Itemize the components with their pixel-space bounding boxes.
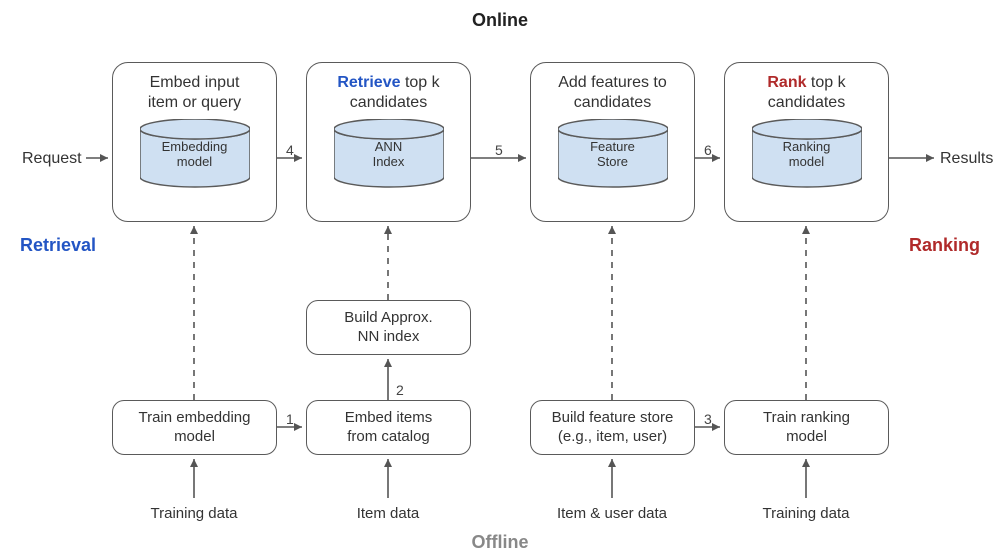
cylinder-label: ANNIndex <box>334 139 444 169</box>
cylinder-label: FeatureStore <box>558 139 668 169</box>
data-label-d3: Item & user data <box>532 505 692 522</box>
cylinder-icon: Embeddingmodel <box>140 119 250 187</box>
edge-num-1: 1 <box>286 411 294 427</box>
cylinder-icon: ANNIndex <box>334 119 444 187</box>
request-label: Request <box>22 150 82 168</box>
data-label-d4: Training data <box>726 505 886 522</box>
online-box-add-features: Add features tocandidates FeatureStore <box>530 62 695 222</box>
online-box-embed-input: Embed inputitem or query Embeddingmodel <box>112 62 277 222</box>
edge-num-2: 2 <box>396 382 404 398</box>
cylinder-icon: FeatureStore <box>558 119 668 187</box>
online-label: Online <box>0 10 1000 31</box>
box-title: Retrieve top kcandidates <box>337 73 439 113</box>
cylinder-icon: Rankingmodel <box>752 119 862 187</box>
online-box-retrieve: Retrieve top kcandidates ANNIndex <box>306 62 471 222</box>
box-title: Embed inputitem or query <box>148 73 241 113</box>
box-title: Rank top kcandidates <box>767 73 845 113</box>
cylinder-label: Rankingmodel <box>752 139 862 169</box>
retrieval-label: Retrieval <box>20 235 96 256</box>
edge-num-5: 5 <box>495 142 503 158</box>
diagram-canvas: 4 5 6 1 2 3 Online Offline Retrieval Ranking Reque… <box>0 0 1000 559</box>
data-label-d2: Item data <box>308 505 468 522</box>
edge-num-6: 6 <box>704 142 712 158</box>
offline-box-embed-items: Embed itemsfrom catalog <box>306 400 471 455</box>
online-box-rank: Rank top kcandidates Rankingmodel <box>724 62 889 222</box>
cylinder-label: Embeddingmodel <box>140 139 250 169</box>
box-title: Add features tocandidates <box>558 73 667 113</box>
edge-num-3: 3 <box>704 411 712 427</box>
offline-box-build-feature: Build feature store(e.g., item, user) <box>530 400 695 455</box>
offline-box-train-embed: Train embeddingmodel <box>112 400 277 455</box>
offline-label: Offline <box>0 532 1000 553</box>
ranking-label: Ranking <box>909 235 980 256</box>
offline-box-train-rank: Train rankingmodel <box>724 400 889 455</box>
edge-num-4: 4 <box>286 142 294 158</box>
offline-box-build-ann: Build Approx.NN index <box>306 300 471 355</box>
results-label: Results <box>940 150 993 168</box>
data-label-d1: Training data <box>114 505 274 522</box>
